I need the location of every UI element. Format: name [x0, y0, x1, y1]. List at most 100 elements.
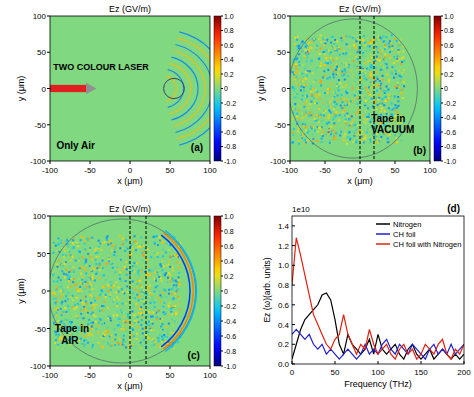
speckle	[292, 71, 294, 73]
speckle	[125, 261, 127, 263]
speckle	[356, 140, 358, 142]
speckle	[321, 95, 323, 97]
speckle	[103, 301, 105, 303]
colorbar-tick-label: 0.8	[224, 27, 234, 34]
speckle	[157, 271, 159, 273]
speckle	[58, 339, 60, 341]
speckle	[94, 250, 96, 252]
speckle	[349, 137, 351, 139]
speckle	[369, 61, 371, 63]
speckle	[298, 53, 300, 55]
speckle	[380, 35, 382, 37]
speckle	[309, 38, 311, 40]
speckle	[63, 311, 65, 313]
speckle	[363, 138, 365, 140]
speckle	[362, 55, 364, 57]
speckle	[345, 53, 347, 55]
speckle	[399, 79, 401, 81]
speckle	[308, 49, 310, 51]
speckle	[302, 64, 304, 66]
speckle	[376, 48, 378, 50]
speckle	[92, 278, 94, 280]
speckle	[121, 302, 123, 304]
speckle	[311, 115, 313, 117]
speckle	[106, 330, 108, 332]
speckle	[389, 44, 391, 46]
speckle	[371, 98, 373, 100]
speckle	[84, 295, 86, 297]
speckle	[92, 276, 94, 278]
speckle	[88, 307, 90, 309]
speckle	[298, 143, 300, 145]
speckle	[59, 242, 61, 244]
speckle	[68, 251, 70, 253]
x-tick-label: -100	[282, 166, 299, 175]
speckle	[114, 339, 116, 341]
speckle	[301, 83, 303, 85]
speckle	[332, 60, 334, 62]
speckle	[300, 121, 302, 123]
speckle	[56, 347, 58, 349]
speckle	[116, 314, 118, 316]
speckle	[131, 325, 133, 327]
speckle	[108, 315, 110, 317]
speckle	[319, 127, 321, 129]
speckle	[330, 55, 332, 57]
speckle	[170, 256, 172, 258]
speckle	[365, 134, 367, 136]
speckle	[95, 304, 97, 306]
laser-arrow	[50, 85, 86, 92]
frame	[290, 16, 430, 161]
speckle	[346, 43, 348, 45]
speckle	[112, 280, 114, 282]
speckle	[152, 309, 154, 311]
speckle	[68, 280, 70, 282]
speckle	[158, 310, 160, 312]
speckle	[372, 137, 374, 139]
bubble	[164, 78, 185, 98]
speckle	[102, 286, 104, 288]
speckle	[73, 243, 75, 245]
speckle	[60, 296, 62, 298]
speckle	[298, 140, 300, 142]
speckle	[376, 56, 378, 58]
speckle	[304, 49, 306, 51]
speckle	[328, 129, 330, 131]
speckle	[92, 322, 94, 324]
speckle	[352, 141, 354, 143]
speckle	[57, 307, 59, 309]
speckle	[173, 305, 175, 307]
speckle	[333, 43, 335, 45]
speckle	[363, 75, 365, 77]
speckle	[357, 88, 359, 90]
speckle	[98, 246, 100, 248]
dashed-line	[360, 16, 361, 161]
speckle	[303, 143, 305, 145]
speckle	[315, 120, 317, 122]
speckle	[306, 57, 308, 59]
speckle	[137, 280, 139, 282]
speckle	[334, 137, 336, 139]
speckle	[365, 114, 367, 116]
speckle	[326, 57, 328, 59]
speckle	[116, 266, 118, 268]
speckle	[332, 97, 334, 99]
speckle	[138, 296, 140, 298]
speckle	[136, 286, 138, 288]
speckle	[82, 343, 84, 345]
speckle	[376, 40, 378, 42]
speckle	[349, 112, 351, 114]
speckle	[141, 258, 143, 260]
speckle	[347, 115, 349, 117]
speckle	[162, 338, 164, 340]
speckle	[386, 67, 388, 69]
speckle	[168, 264, 170, 266]
speckle	[112, 339, 114, 341]
speckle	[387, 88, 389, 90]
colorbar-tick-label: -0.6	[224, 129, 236, 136]
speckle	[391, 45, 393, 47]
speckle	[395, 73, 397, 75]
speckle	[346, 72, 348, 74]
speckle	[292, 132, 294, 134]
speckle	[170, 280, 172, 282]
